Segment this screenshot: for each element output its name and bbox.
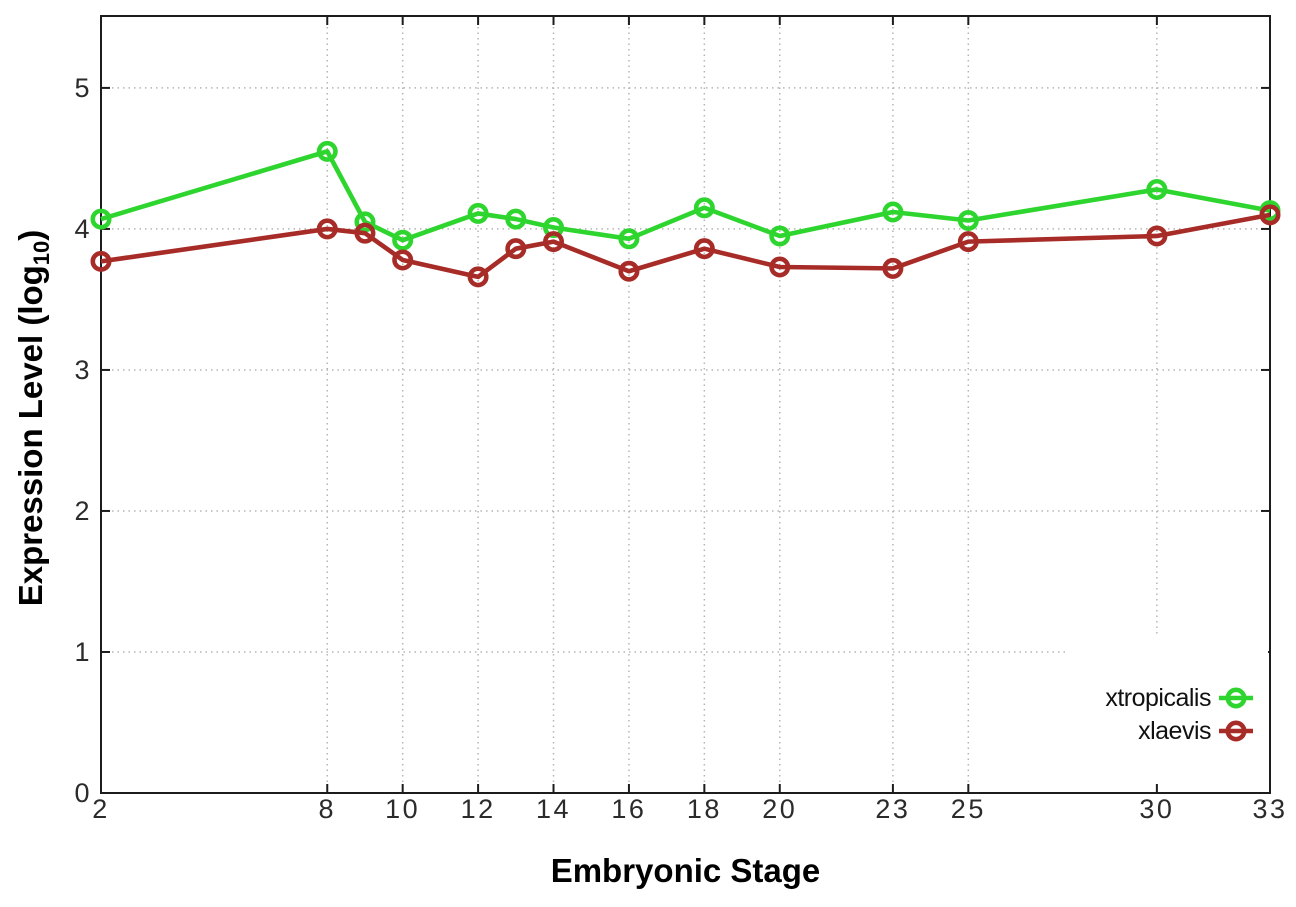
y-tick-label-3: 3 — [74, 355, 92, 385]
point-xtropicalis-stage-18 — [693, 197, 715, 219]
point-xlaevis-stage-13 — [505, 238, 527, 260]
point-xlaevis-stage-18 — [693, 238, 715, 260]
point-xtropicalis-stage-8 — [316, 140, 338, 162]
legend: xtropicalis xlaevis — [1068, 637, 1268, 784]
point-xlaevis-stage-12 — [467, 266, 489, 288]
y-tick-label-5: 5 — [74, 73, 92, 103]
x-tick-label-23: 23 — [875, 794, 910, 824]
x-tick-label-10: 10 — [385, 794, 420, 824]
point-xtropicalis-stage-13 — [505, 208, 527, 230]
point-xlaevis-stage-10 — [392, 249, 414, 271]
point-xlaevis-stage-20 — [769, 256, 791, 278]
legend-item-xlaevis: xlaevis — [1138, 715, 1254, 747]
legend-label-xtropicalis: xtropicalis — [1105, 683, 1211, 712]
y-tick-label-1: 1 — [74, 637, 92, 667]
x-tick-label-18: 18 — [687, 794, 722, 824]
y-axis-label-subscript: 10 — [29, 240, 54, 266]
x-tick-label-20: 20 — [762, 794, 797, 824]
y-axis-label-close: ) — [12, 229, 49, 241]
point-xtropicalis-stage-30 — [1146, 178, 1168, 200]
legend-item-xtropicalis: xtropicalis — [1105, 682, 1254, 714]
y-tick-label-0: 0 — [74, 778, 92, 808]
point-xlaevis-stage-9 — [354, 222, 376, 244]
point-xtropicalis-stage-20 — [769, 225, 791, 247]
point-xlaevis-stage-33 — [1259, 204, 1281, 226]
x-tick-label-25: 25 — [951, 794, 986, 824]
point-xlaevis-stage-23 — [882, 257, 904, 279]
y-tick-label-4: 4 — [74, 214, 92, 244]
xlaevis-marker-icon — [1219, 720, 1253, 742]
point-xtropicalis-stage-10 — [392, 229, 414, 251]
point-xlaevis-stage-14 — [543, 231, 565, 253]
x-axis-label: Embryonic Stage — [550, 852, 821, 889]
x-tick-label-14: 14 — [536, 794, 571, 824]
point-xtropicalis-stage-25 — [957, 209, 979, 231]
x-tick-label-12: 12 — [461, 794, 496, 824]
point-xlaevis-stage-2 — [90, 250, 112, 272]
point-xlaevis-stage-25 — [957, 231, 979, 253]
y-axis-label-text: Expression Level (log — [12, 265, 49, 607]
point-xtropicalis-stage-2 — [90, 208, 112, 230]
legend-label-xlaevis: xlaevis — [1138, 716, 1211, 745]
point-xlaevis-stage-30 — [1146, 225, 1168, 247]
series-xlaevis — [90, 204, 1281, 288]
point-xtropicalis-stage-23 — [882, 201, 904, 223]
point-xtropicalis-stage-16 — [618, 228, 640, 250]
x-tick-label-30: 30 — [1139, 794, 1174, 824]
x-tick-label-2: 2 — [92, 794, 110, 824]
x-tick-label-33: 33 — [1252, 794, 1287, 824]
point-xlaevis-stage-16 — [618, 260, 640, 282]
x-tick-label-8: 8 — [318, 794, 336, 824]
point-xtropicalis-stage-9 — [354, 211, 376, 233]
point-xtropicalis-stage-12 — [467, 202, 489, 224]
x-tick-label-16: 16 — [611, 794, 646, 824]
y-tick-label-2: 2 — [74, 496, 92, 526]
y-axis-label: Expression Level (log10) — [12, 229, 54, 607]
point-xlaevis-stage-8 — [316, 218, 338, 240]
series-xtropicalis — [90, 140, 1281, 251]
xtropicalis-marker-icon — [1219, 687, 1253, 709]
